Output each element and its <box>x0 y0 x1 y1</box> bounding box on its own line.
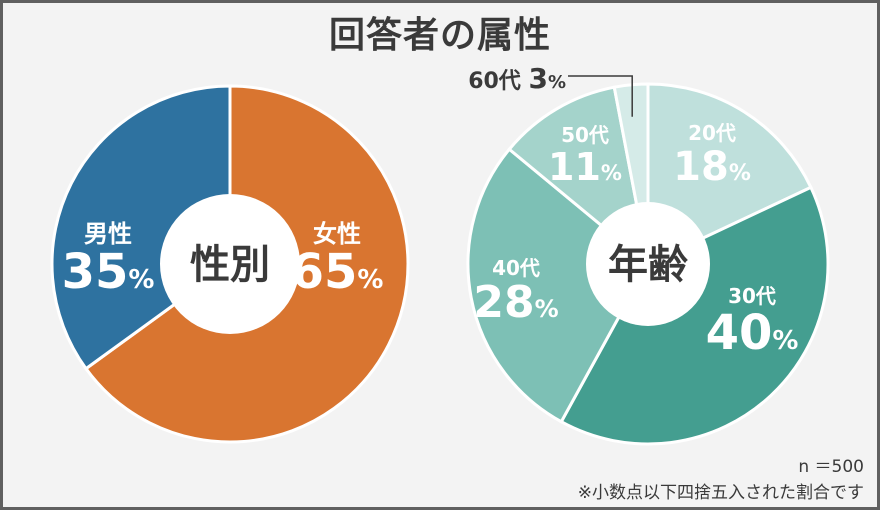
callout-line <box>568 75 633 117</box>
slice-name-label: 20代 <box>688 121 736 145</box>
slice-name-label: 50代 <box>561 123 609 147</box>
slice-name-label: 30代 <box>728 284 776 308</box>
slice-name-label: 女性 <box>313 220 361 248</box>
chart-title: 回答者の属性 <box>328 15 551 56</box>
pie-hole-1 <box>586 202 710 326</box>
pie-slice-1-1 <box>559 185 830 446</box>
rounding-note: ※小数点以下四捨五入された割合です <box>577 483 864 503</box>
pie-hole-0 <box>160 194 300 334</box>
pie-slice-0-1 <box>50 84 232 371</box>
pie-center-label-1: 年齢 <box>608 242 688 288</box>
slice-value-label: 35% <box>62 244 155 300</box>
sample-size-note: n ＝500 <box>798 457 864 477</box>
pie-slice-1-2 <box>466 147 650 424</box>
slice-value-label: 18% <box>673 144 751 190</box>
slice-value-label: 28% <box>473 277 558 328</box>
slice-callout-label: 60代 3% <box>468 62 566 95</box>
slice-value-label: 11% <box>548 145 622 189</box>
slice-name-label: 40代 <box>492 256 540 280</box>
slice-value-label: 65% <box>291 244 384 300</box>
slice-name-label: 男性 <box>84 220 132 248</box>
pie-center-label-0: 性別 <box>190 242 270 288</box>
slice-value-label: 40% <box>706 305 799 361</box>
